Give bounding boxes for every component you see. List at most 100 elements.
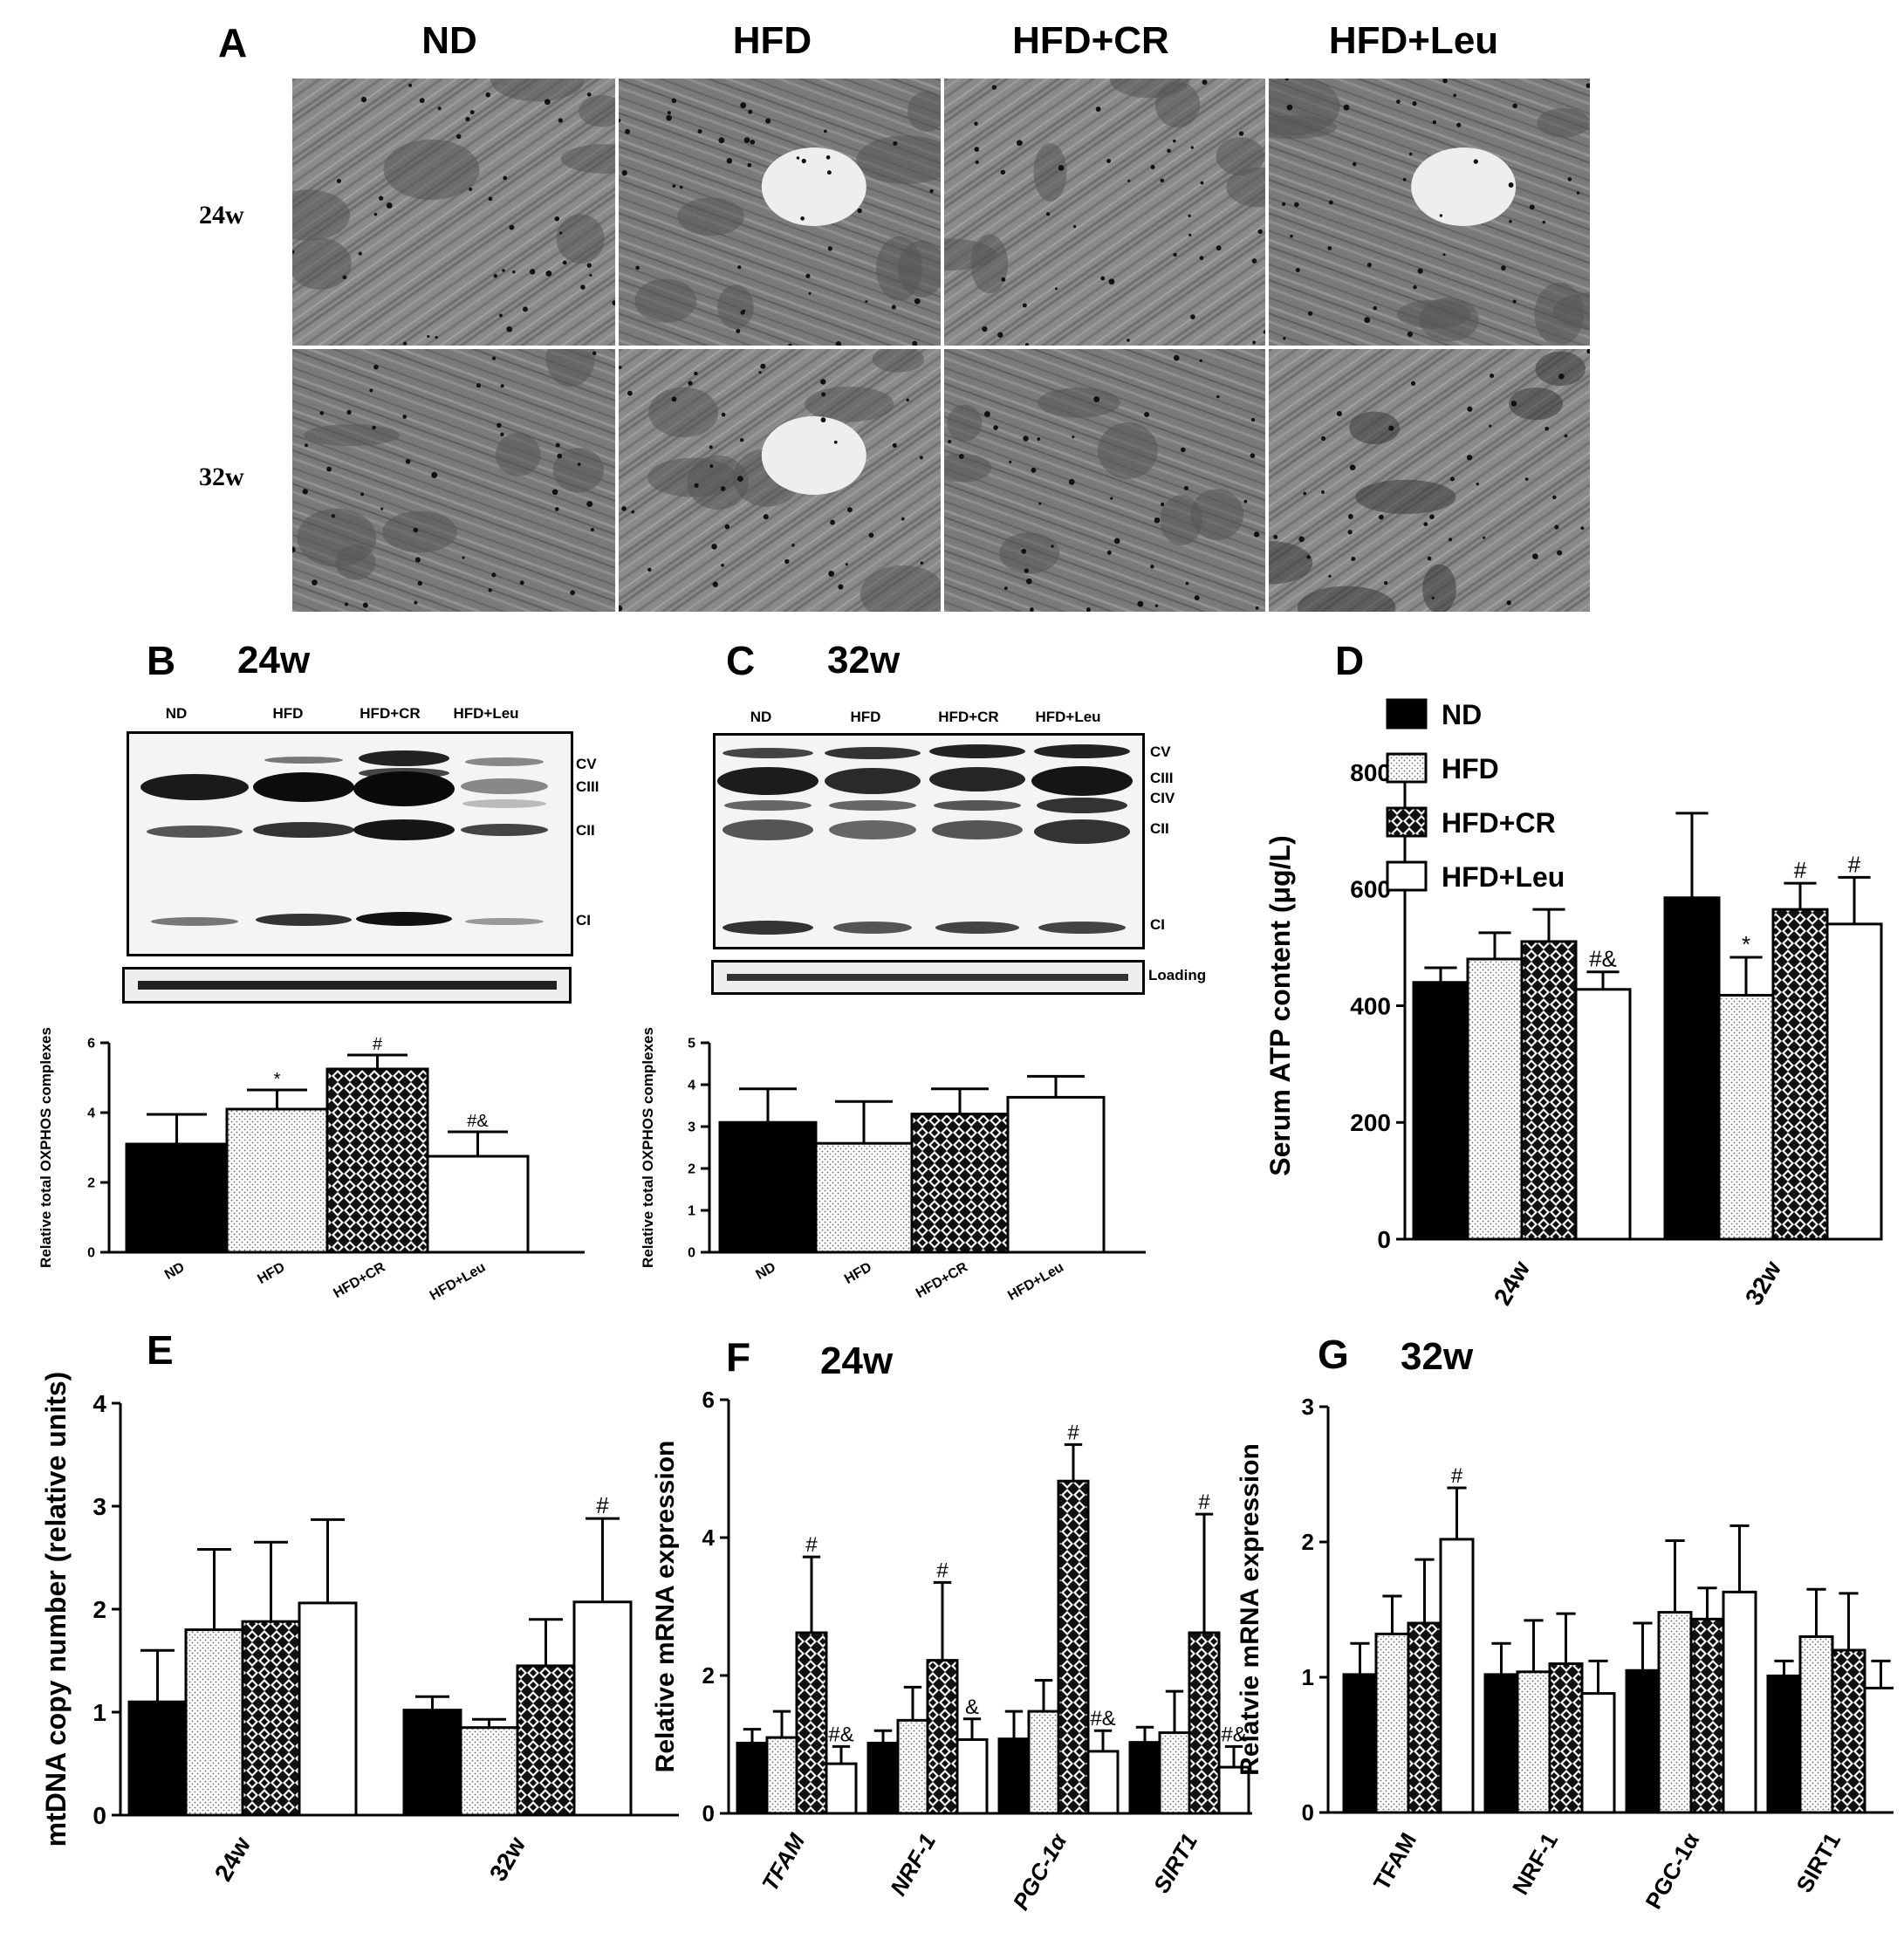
significance-mark: # — [1794, 857, 1807, 883]
blot-lane-label: HFD+Leu — [453, 705, 519, 722]
em-micrograph — [617, 347, 942, 613]
bar — [1657, 1611, 1693, 1814]
y-axis-label: Relatvie mRNA expression — [1236, 1443, 1264, 1776]
band-label-cv: CV — [1150, 743, 1171, 760]
em-micrograph — [291, 347, 617, 613]
y-tick-label: 3 — [688, 1120, 695, 1135]
bar — [1689, 1617, 1725, 1814]
bar — [1831, 1648, 1866, 1814]
bar — [825, 1762, 858, 1815]
x-tick-label: HFD — [842, 1260, 874, 1287]
panel-f-label: F — [726, 1334, 751, 1380]
bar — [426, 1155, 530, 1254]
em-micrograph — [1267, 347, 1592, 613]
y-tick-label: 4 — [92, 1390, 106, 1417]
x-tick-label: ND — [753, 1260, 778, 1283]
x-tick-label: ND — [162, 1260, 188, 1283]
legend-swatch — [1386, 806, 1428, 838]
em-micrograph — [942, 347, 1267, 613]
blot-lane-label: ND — [165, 705, 188, 722]
significance-mark: #& — [467, 1112, 489, 1131]
loading-band — [138, 981, 557, 990]
band-label-cii: CII — [1150, 820, 1169, 837]
row-label-24w: 24w — [199, 201, 244, 230]
band-label-cii: CII — [576, 822, 595, 839]
y-tick-label: 1 — [1302, 1664, 1314, 1690]
blot-c-bands — [717, 744, 1133, 935]
legend-swatch — [1386, 860, 1428, 892]
significance-mark: # — [1198, 1490, 1210, 1514]
bar — [736, 1741, 769, 1815]
legend-label: ND — [1442, 699, 1482, 730]
bar — [184, 1628, 244, 1817]
bar — [572, 1600, 633, 1817]
x-tick-label: 32w — [1740, 1256, 1786, 1310]
bar — [1574, 988, 1632, 1241]
x-tick-label: 32w — [484, 1832, 531, 1886]
panel-b-label: B — [147, 638, 176, 683]
legend-label: HFD+CR — [1442, 807, 1556, 839]
blot-lane-label: HFD — [272, 705, 304, 722]
panel-c-title: 32w — [827, 639, 901, 682]
x-tick-label: HFD — [256, 1260, 288, 1287]
y-axis-label: Relative total OXPHOS complexes — [640, 1027, 656, 1268]
blot-lane-label: HFD+CR — [938, 709, 999, 725]
col-title-hfd-leu: HFD+Leu — [1328, 19, 1499, 62]
y-tick-label: 400 — [1350, 992, 1391, 1019]
em-micrograph — [617, 77, 942, 347]
panel-e-label: E — [147, 1327, 174, 1373]
bar — [1128, 1741, 1161, 1815]
significance-mark: # — [1067, 1421, 1079, 1444]
legend-swatch — [1386, 752, 1428, 784]
y-tick-label: 3 — [92, 1493, 106, 1520]
bar — [516, 1664, 576, 1817]
x-tick-label: 24w — [1489, 1256, 1535, 1310]
band-label-civ: CIV — [1150, 790, 1175, 806]
y-tick-label: 6 — [87, 1037, 95, 1052]
chart-oxphos-24w: 0 2 4 6 Relative total OXPHOS complexes ND * HF… — [38, 1027, 585, 1304]
x-tick-label: HFD+CR — [331, 1260, 387, 1302]
bar — [1863, 1686, 1894, 1814]
y-tick-label: 200 — [1350, 1109, 1391, 1136]
chart-serum-atp: 0 200 400 600 800 Serum ATP content (μg/L) #& 2… — [1264, 698, 1883, 1310]
y-tick-label: 3 — [1302, 1394, 1314, 1420]
significance-mark: #& — [1589, 946, 1617, 972]
significance-mark: # — [373, 1035, 383, 1054]
panel-g-title: 32w — [1401, 1335, 1474, 1378]
blot-lane-label: HFD — [850, 709, 881, 725]
chart-mtdna: 0 1 2 3 4 mtDNA copy number (relative units) 2… — [40, 1372, 679, 1886]
x-tick-label: HFD+Leu — [428, 1260, 489, 1304]
y-tick-label: 0 — [87, 1246, 95, 1261]
bar — [718, 1120, 818, 1254]
em-micrograph — [1267, 77, 1592, 347]
y-tick-label: 2 — [688, 1162, 695, 1177]
bar — [910, 1113, 1010, 1254]
bar — [1625, 1668, 1661, 1814]
bar — [1217, 1765, 1250, 1815]
bar — [997, 1737, 1031, 1815]
significance-mark: & — [965, 1696, 979, 1719]
western-blot-b — [127, 731, 573, 956]
bar — [1342, 1673, 1378, 1814]
y-tick-label: 800 — [1350, 759, 1391, 786]
bar — [225, 1107, 329, 1254]
bar — [1663, 896, 1721, 1241]
panel-g-label: G — [1318, 1332, 1349, 1377]
blot-lane-label: ND — [750, 709, 772, 725]
y-tick-label: 0 — [1302, 1799, 1314, 1826]
significance-mark: # — [1848, 851, 1861, 877]
panel-a-label: A — [218, 20, 248, 65]
bar — [1466, 957, 1524, 1241]
significance-mark: # — [805, 1533, 818, 1557]
band-label-ciii: CIII — [1150, 770, 1174, 786]
y-axis-label: mtDNA copy number (relative units) — [40, 1372, 72, 1847]
col-title-nd: ND — [421, 19, 477, 62]
em-micrograph — [291, 77, 617, 347]
panel-c-label: C — [726, 638, 756, 683]
bar — [866, 1741, 900, 1815]
bar — [1483, 1673, 1519, 1814]
loading-blot-c — [711, 960, 1145, 995]
bar — [1407, 1621, 1442, 1814]
chart-mrna-32w: 0 1 2 3 Relatvie mRNA expression # TFAM NRF-1 PG… — [1236, 1394, 1894, 1914]
